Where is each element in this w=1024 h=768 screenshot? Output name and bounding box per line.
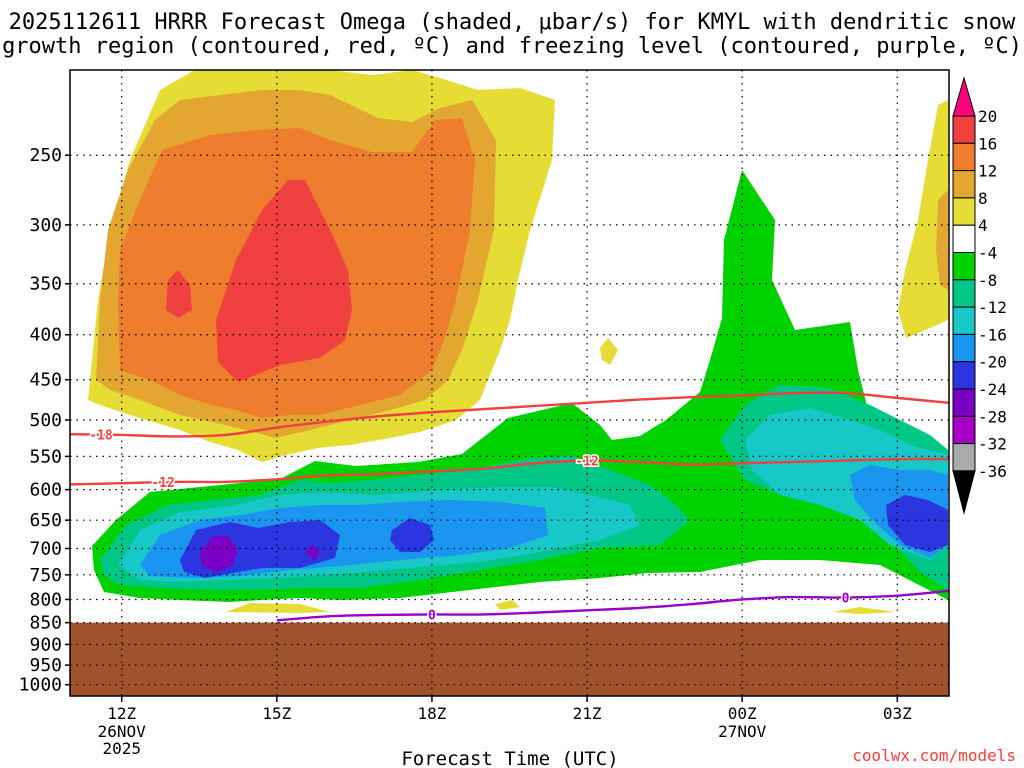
colorbar-swatch	[952, 443, 976, 472]
y-tick-label: 750	[29, 565, 62, 586]
chart-title-line-2: growth region (contoured, red, ºC) and f…	[2, 34, 1022, 59]
dgz-minus18-label: -18	[89, 429, 113, 444]
colorbar-label: -32	[978, 435, 1007, 454]
freezing-level-label: 0	[428, 608, 436, 623]
colorbar-label: -24	[978, 380, 1007, 399]
dgz-minus12-contour	[70, 457, 949, 486]
y-tick-label: 900	[29, 634, 62, 655]
y-tick-label: 500	[29, 410, 62, 431]
omega-fill-neg24	[200, 536, 238, 572]
y-tick-label: 800	[29, 589, 62, 610]
dgz-minus18-contour	[70, 391, 949, 438]
y-tick-label: 850	[29, 613, 62, 634]
colorbar-label: 16	[978, 134, 997, 153]
colorbar-swatch	[952, 306, 976, 335]
chart-title-line-1: 2025112611 HRRR Forecast Omega (shaded, …	[8, 10, 1016, 35]
y-tick-label: 350	[29, 274, 62, 295]
x-tick-label: 00Z	[728, 704, 757, 723]
colorbar-label: 20	[978, 107, 997, 126]
colorbar-label: -8	[978, 271, 997, 290]
colorbar-swatch	[952, 170, 976, 199]
grid-lines	[70, 70, 949, 696]
colorbar-swatch	[952, 415, 976, 445]
y-tick-label: 300	[29, 215, 62, 236]
colorbar-label: 12	[978, 162, 997, 181]
source-credit: coolwx.com/models	[852, 746, 1016, 765]
below-ground-area	[70, 622, 949, 696]
y-tick-label: 650	[29, 510, 62, 531]
x-tick-label: 15Z	[262, 704, 291, 723]
omega-shading	[70, 70, 949, 696]
freezing-level-contour	[276, 589, 949, 622]
colorbar-label: -36	[978, 462, 1007, 481]
colorbar-swatch	[952, 388, 976, 417]
plot-frame	[69, 69, 950, 697]
y-tick-label: 1000	[19, 675, 62, 696]
colorbar-label: -20	[978, 353, 1007, 372]
colorbar-swatch	[952, 252, 976, 281]
omega-fill-pos16-b	[166, 270, 192, 318]
colorbar-top-arrow	[952, 76, 976, 117]
omega-fill-pos4-right	[898, 100, 948, 338]
x-tick-sublabel: 27NOV	[718, 722, 767, 741]
omega-fill-pos4-b	[600, 338, 618, 365]
colorbar-swatch	[952, 197, 976, 226]
colorbar-swatch	[952, 333, 976, 363]
omega-fill-neg20-c	[886, 495, 948, 552]
colorbar-label: -12	[978, 298, 1007, 317]
omega-fill-neg24-b	[305, 544, 320, 560]
y-tick-label: 550	[29, 446, 62, 467]
colorbar-swatch	[952, 279, 976, 308]
x-axis-label: Forecast Time (UTC)	[401, 748, 618, 768]
freezing-level-label-2: 0	[842, 592, 850, 607]
y-axis: 2503003504004505005506006507007508008509…	[19, 145, 70, 696]
colorbar-label: -16	[978, 325, 1007, 344]
x-tick-label: 18Z	[417, 704, 446, 723]
y-tick-label: 250	[29, 145, 62, 166]
colorbar-swatch	[952, 224, 976, 253]
colorbar-label: 8	[978, 189, 988, 208]
dgz-minus12-label-2: -12	[575, 455, 598, 470]
contour-labels: -18 -12 -12 0 0	[88, 427, 851, 625]
y-tick-label: 450	[29, 370, 62, 391]
colorbar-swatch	[952, 142, 976, 172]
omega-fill-neg20-b	[390, 518, 434, 552]
x-tick-label: 03Z	[883, 704, 912, 723]
x-tick-label: 12Z	[107, 704, 136, 723]
omega-fill-pos8-right	[936, 190, 948, 290]
colorbar-label: -4	[978, 244, 997, 263]
y-tick-label: 400	[29, 325, 62, 346]
colorbar-bottom-arrow	[952, 470, 976, 515]
colorbar-label: -28	[978, 407, 1007, 426]
y-tick-label: 950	[29, 655, 62, 676]
contour-lines	[70, 391, 949, 622]
y-tick-label: 700	[29, 538, 62, 559]
omega-fill-pos4-c	[226, 603, 330, 613]
colorbar-label: 4	[978, 216, 988, 235]
x-tick-label: 21Z	[573, 704, 602, 723]
colorbar-swatch	[952, 361, 976, 390]
omega-fill-pos4-d	[495, 600, 520, 610]
colorbar-swatch	[952, 115, 976, 144]
x-tick-sublabel: 2025	[102, 739, 141, 758]
omega-fill-pos4-e	[832, 607, 895, 614]
colorbar: 20 16 12 8 4 -4 -8 -12 -16 -20 -24 -28 -32 -36	[952, 76, 1007, 515]
dgz-minus12-label: -12	[151, 476, 174, 491]
y-tick-label: 600	[29, 480, 62, 501]
omega-fill-pos16	[216, 180, 352, 382]
x-tick-sublabel: 26NOV	[98, 722, 147, 741]
